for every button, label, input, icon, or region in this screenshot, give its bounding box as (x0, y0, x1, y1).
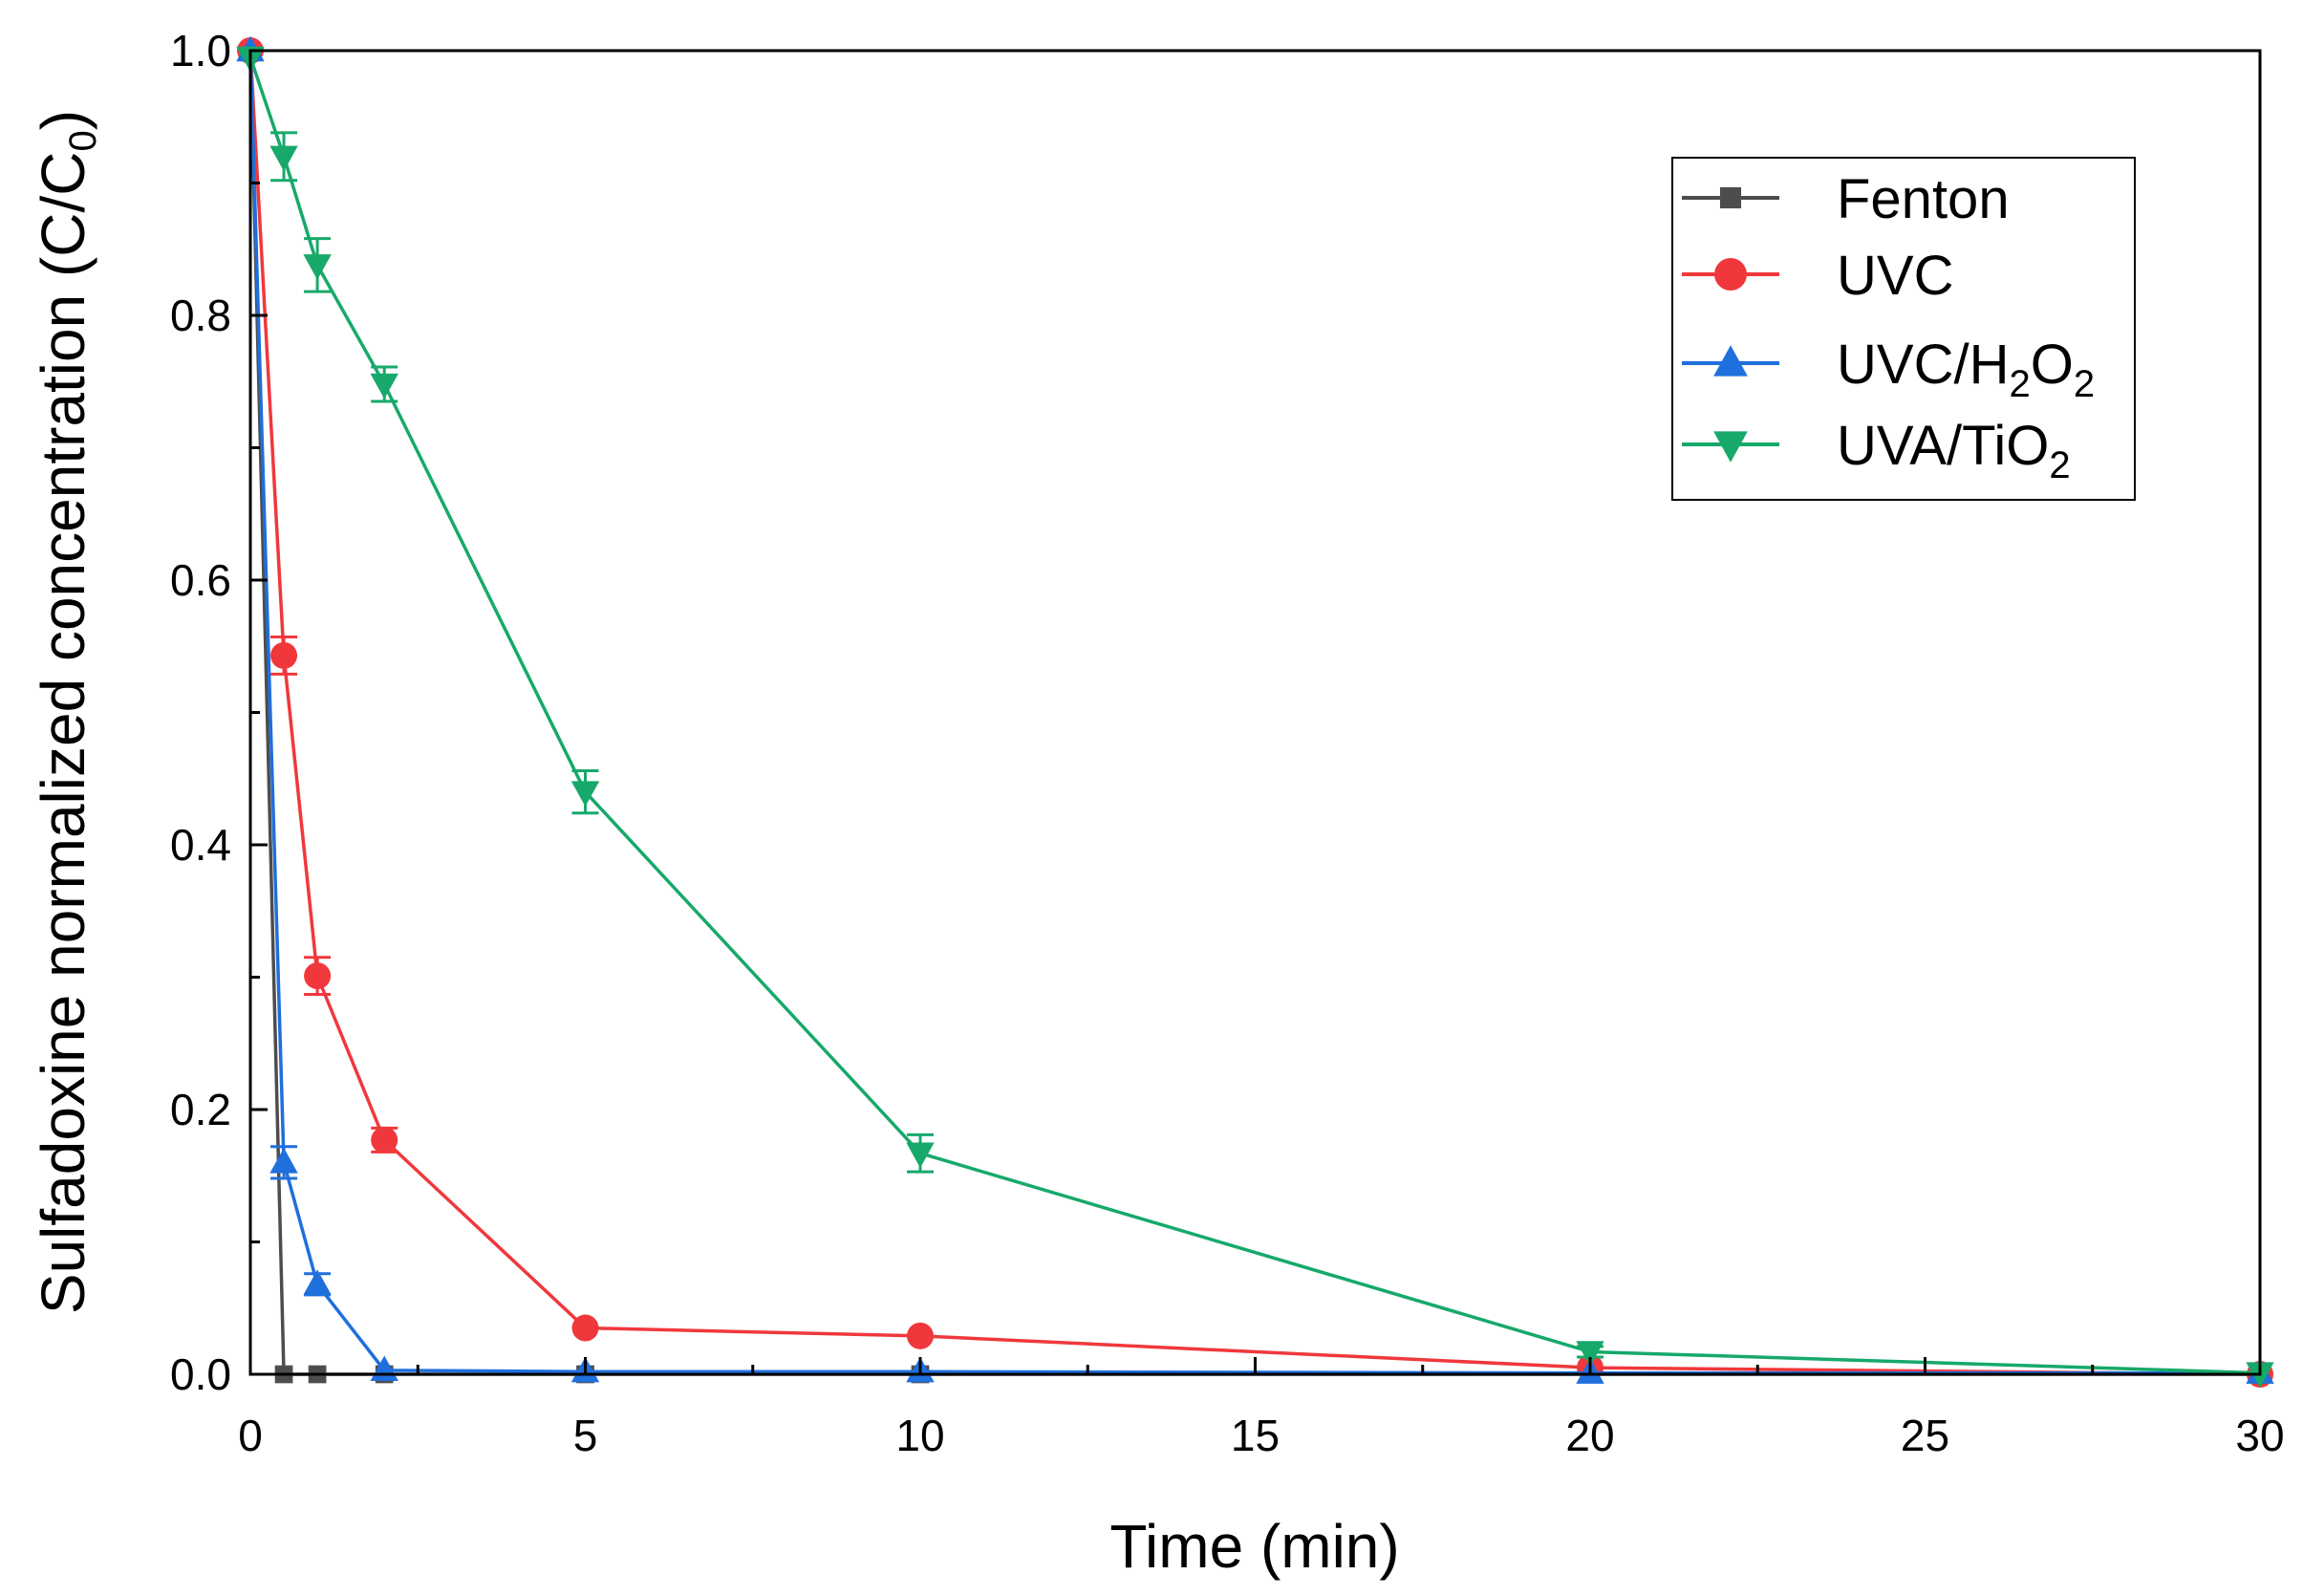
data-point (907, 1322, 934, 1349)
data-point (303, 254, 332, 280)
data-point (570, 781, 600, 807)
legend-marker (1713, 431, 1748, 463)
y-axis-title-sub: 0 (62, 130, 104, 151)
y-tick-label: 0.4 (170, 820, 231, 870)
y-axis: 0.0 0.2 0.4 0.6 0.8 1.0 (170, 26, 268, 1399)
y-tick-label: 0.2 (170, 1085, 231, 1134)
legend-label-subscript: 2 (2009, 363, 2030, 405)
data-point (370, 373, 398, 399)
legend-label-text: Fenton (1837, 168, 2010, 230)
data-point (304, 962, 332, 990)
data-point (371, 1126, 398, 1154)
x-tick-label: 25 (1901, 1411, 1949, 1460)
data-point (270, 641, 298, 669)
x-axis: 0 5 10 15 20 25 30 (238, 1357, 2285, 1460)
series-line (248, 50, 2261, 1376)
y-tick-label: 0.8 (170, 291, 231, 340)
data-point (1576, 1341, 1604, 1367)
series-uva-tio2 (236, 46, 2274, 1389)
legend-label: UVC (1837, 245, 1953, 307)
data-point (269, 145, 298, 172)
x-tick-label: 5 (573, 1411, 598, 1460)
x-tick-label: 15 (1231, 1411, 1280, 1460)
legend-item: UVC/H2O2 (1682, 334, 2095, 405)
data-point (269, 1148, 298, 1174)
legend-label-text: UVA/TiO (1837, 415, 2049, 477)
legend-label-text: O (2031, 334, 2074, 396)
legend-marker (1714, 258, 1747, 291)
y-axis-title: Sulfadoxine normalized concentration (C/… (29, 110, 104, 1314)
y-tick-label: 0.0 (170, 1349, 231, 1399)
y-tick-label: 1.0 (170, 26, 231, 75)
data-point (906, 1142, 935, 1169)
legend-label-subscript: 2 (2049, 444, 2070, 486)
legend-label: UVC/H2O2 (1837, 334, 2095, 405)
y-axis-title-close: ) (29, 110, 97, 130)
x-tick-label: 30 (2235, 1411, 2284, 1460)
x-tick-label: 20 (1565, 1411, 1614, 1460)
data-point (571, 1314, 599, 1342)
y-axis-title-main: Sulfadoxine normalized concentration (C/… (29, 151, 97, 1314)
x-tick-label: 10 (895, 1411, 944, 1460)
legend-item: UVC (1682, 245, 1953, 307)
legend-marker (1713, 345, 1748, 377)
legend-label-text: UVC/H (1837, 334, 2009, 396)
legend-label-subscript: 2 (2074, 363, 2095, 405)
x-axis-title: Time (min) (1109, 1512, 1399, 1581)
legend-marker (1719, 186, 1742, 209)
data-point (303, 1269, 332, 1296)
legend-label-text: UVC (1837, 245, 1953, 307)
series-line (248, 56, 2261, 1375)
legend-label: Fenton (1837, 168, 2010, 230)
legend-item: Fenton (1682, 168, 2010, 230)
series-line (248, 50, 2260, 1375)
legend-label: UVA/TiO2 (1837, 415, 2071, 486)
legend-item: UVA/TiO2 (1682, 415, 2071, 486)
x-tick-label: 0 (238, 1411, 263, 1460)
y-tick-label: 0.6 (170, 555, 231, 605)
